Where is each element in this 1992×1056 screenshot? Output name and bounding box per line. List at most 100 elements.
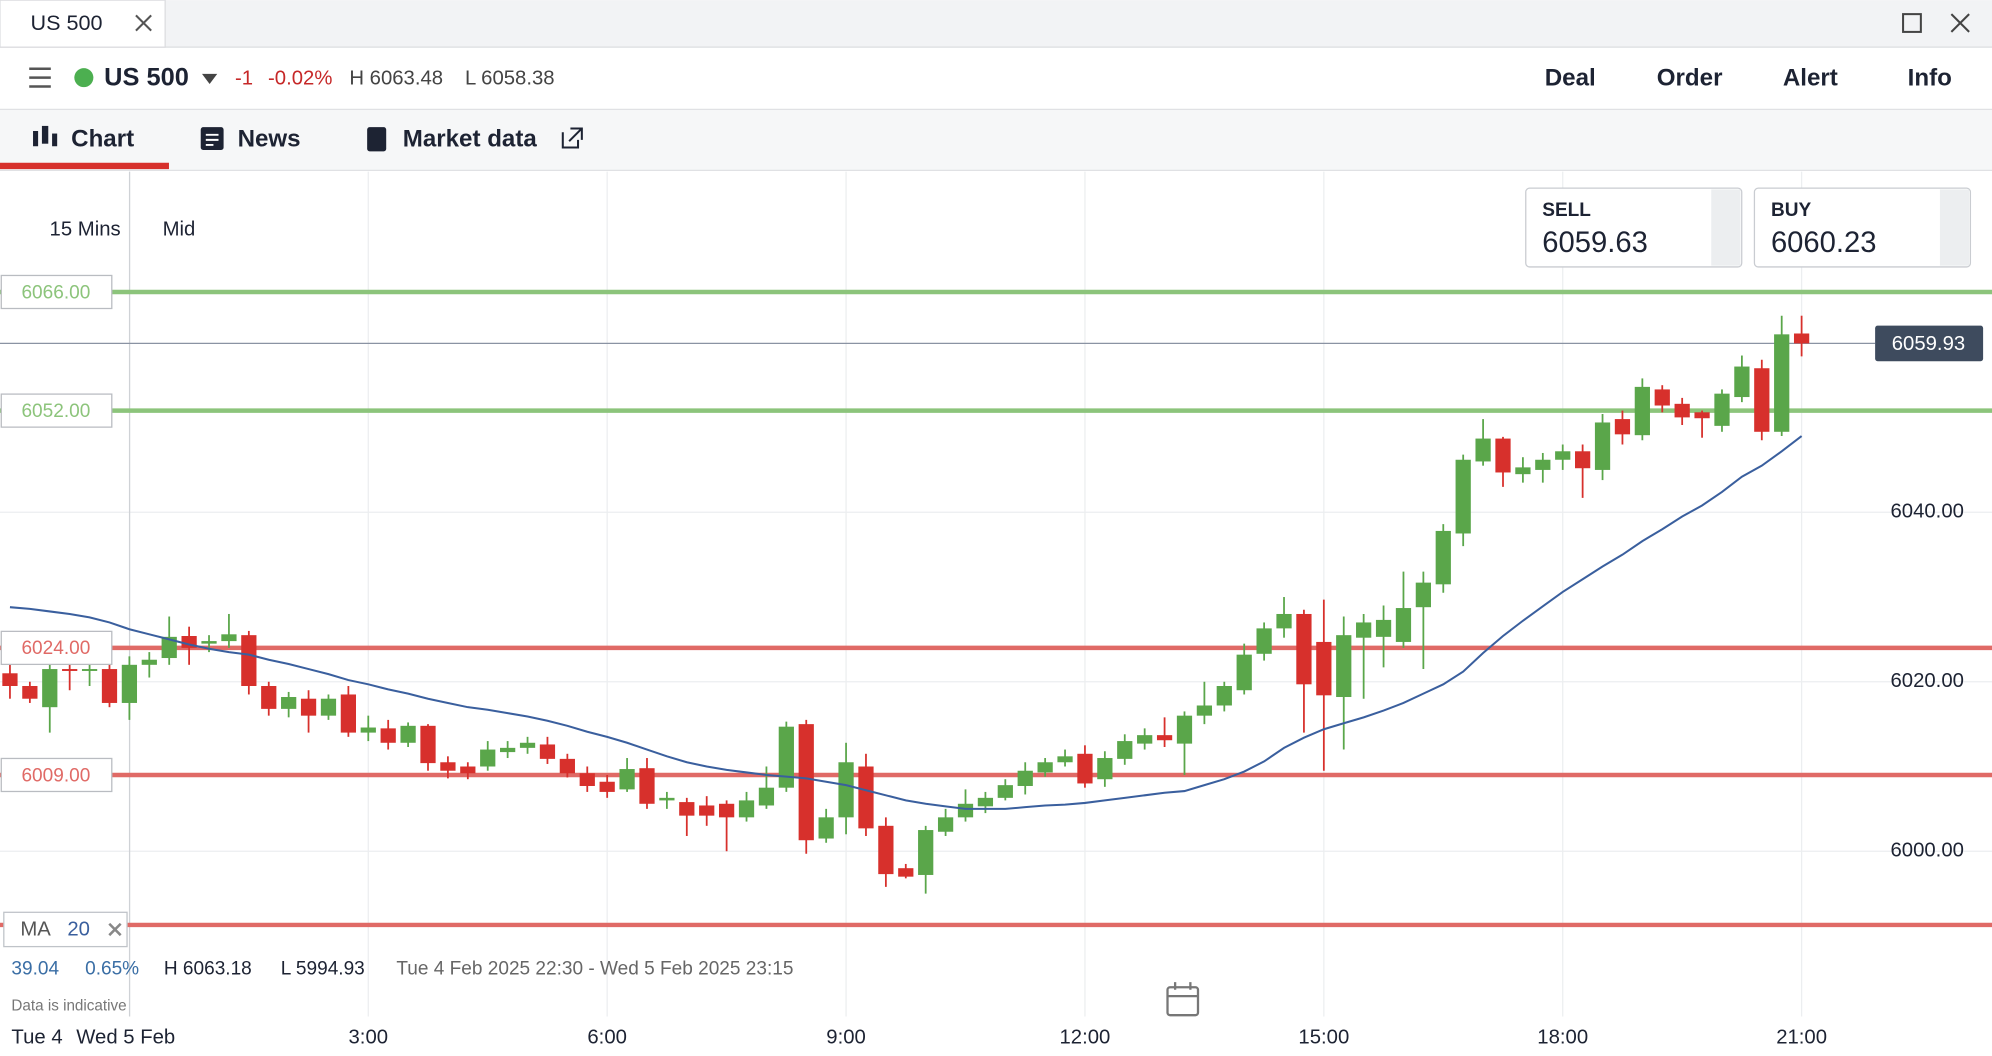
- market-data-tab[interactable]: Market data: [403, 125, 538, 152]
- level-label: 6024.00: [21, 638, 90, 659]
- candle-body: [778, 726, 794, 788]
- candle-body: [1793, 333, 1810, 344]
- candle-body: [878, 825, 894, 875]
- candle-body: [1674, 403, 1690, 418]
- close-tab[interactable]: [135, 14, 152, 32]
- candle-body: [500, 747, 516, 753]
- instrument-dropdown[interactable]: [201, 73, 218, 84]
- range-low: L 5994.93: [281, 958, 365, 979]
- range-high: H 6063.18: [164, 958, 252, 979]
- candle-body: [1714, 393, 1730, 426]
- candle-body: [1415, 582, 1431, 608]
- candle-body: [798, 724, 814, 841]
- sell-box[interactable]: SELL 6059.63: [1525, 187, 1743, 268]
- candle-body: [1594, 422, 1611, 470]
- deal-button[interactable]: Deal: [1545, 64, 1596, 91]
- candle-body: [1137, 735, 1153, 744]
- candle-body: [1614, 419, 1631, 435]
- candle-body: [858, 766, 874, 829]
- news-tab[interactable]: News: [238, 125, 301, 152]
- x-tick-label: 12:00: [1060, 1026, 1111, 1048]
- candle-body: [1097, 758, 1113, 780]
- maximize[interactable]: [1902, 13, 1922, 33]
- candle-body: [1176, 715, 1193, 744]
- candle-body: [1475, 438, 1491, 462]
- level-label: 6052.00: [21, 401, 90, 422]
- candle-body: [1375, 619, 1392, 637]
- candle-body: [121, 664, 138, 703]
- buy-box[interactable]: BUY 6060.23: [1753, 187, 1972, 268]
- candle-body: [400, 725, 416, 743]
- y-tick-label: 6020.00: [1890, 670, 1963, 692]
- sell-label: SELL: [1542, 200, 1591, 221]
- candle-body: [1535, 459, 1551, 470]
- candle-body: [599, 781, 615, 792]
- menu[interactable]: [29, 67, 51, 88]
- candle-body: [101, 669, 118, 703]
- window-tab[interactable]: [0, 0, 166, 48]
- active-tab-indicator: [0, 162, 169, 170]
- candle-body: [838, 762, 854, 818]
- candle-body: [1276, 613, 1292, 629]
- buy-label: BUY: [1771, 200, 1812, 221]
- level-label-box: [0, 393, 113, 428]
- instrument[interactable]: US 500: [104, 64, 189, 92]
- close-window[interactable]: [1950, 13, 1970, 33]
- last-price-label: 6059.93: [1892, 333, 1965, 355]
- candle-body: [639, 768, 655, 804]
- candle-body: [1654, 389, 1670, 406]
- news-tab-icon: [200, 127, 224, 151]
- candle-body: [380, 728, 396, 743]
- candle-body: [62, 669, 78, 671]
- tabs-bar: [0, 109, 1992, 171]
- overlay: 6000.00 6020.00 6040.00 6066.00 6052.00 6024.…: [0, 274, 1984, 862]
- change-pct: -0.02%: [268, 67, 332, 89]
- candle-body: [559, 758, 575, 774]
- candle-body: [1575, 451, 1591, 469]
- candle-body: [241, 635, 257, 687]
- x-axis: 3:00 6:00 9:00 12:00 15:00 18:00 21:00: [349, 1026, 1828, 1048]
- candle-body: [1117, 741, 1133, 759]
- level-label-box: [0, 630, 113, 666]
- candle-body: [1156, 735, 1173, 741]
- candle-body: [22, 686, 38, 699]
- interval[interactable]: 15 Mins: [50, 218, 121, 240]
- candle-body: [360, 727, 376, 733]
- candle-body: [1694, 412, 1710, 419]
- candle-body: [320, 698, 337, 716]
- day-label: Tue 4: [11, 1026, 62, 1048]
- candle-body: [281, 697, 297, 709]
- indicator-chip[interactable]: [3, 911, 128, 948]
- change: -1: [235, 67, 253, 89]
- candle-body: [1435, 530, 1451, 585]
- chart-tab[interactable]: Chart: [71, 125, 134, 152]
- candle-body: [619, 769, 635, 790]
- candle-body: [1017, 770, 1033, 786]
- candle-body: [81, 669, 98, 671]
- range-change: 39.04: [11, 958, 59, 979]
- candle-body: [699, 805, 715, 816]
- external-link-icon: [561, 127, 583, 149]
- info-button[interactable]: Info: [1908, 64, 1952, 91]
- alert-button[interactable]: Alert: [1783, 64, 1838, 91]
- market-data-tab-icon: [367, 127, 387, 152]
- order-button[interactable]: Order: [1657, 64, 1723, 91]
- candle-body: [957, 803, 974, 818]
- level-label-box: [0, 274, 113, 310]
- candle-body: [161, 636, 177, 659]
- range-period: Tue 4 Feb 2025 22:30 - Wed 5 Feb 2025 23…: [396, 958, 793, 979]
- candle-body: [1256, 628, 1272, 654]
- price-type[interactable]: Mid: [163, 218, 196, 240]
- candle-body: [1455, 459, 1471, 534]
- candle-body: [181, 636, 197, 648]
- candle-body: [440, 762, 456, 771]
- remove-indicator[interactable]: [108, 922, 122, 937]
- level-label: 6009.00: [21, 765, 90, 786]
- candle-body: [997, 785, 1013, 798]
- plot: [2, 315, 1810, 894]
- tab-bar: [0, 0, 1992, 48]
- candle-body: [261, 686, 277, 709]
- candle-body: [1236, 654, 1252, 691]
- chart-tab-icon: [33, 125, 58, 147]
- calendar-button[interactable]: [1166, 982, 1200, 1017]
